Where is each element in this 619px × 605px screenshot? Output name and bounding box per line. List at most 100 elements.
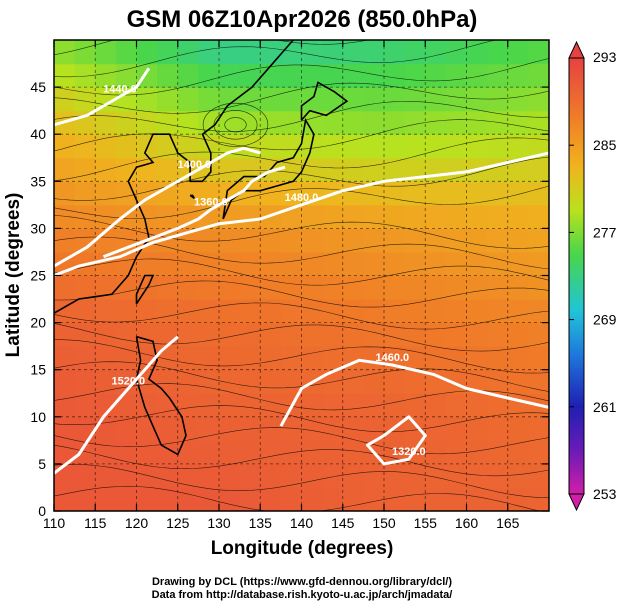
- heat-cell: [95, 110, 117, 135]
- heat-cell: [115, 63, 138, 88]
- heat-cell: [507, 157, 529, 182]
- colorbar: 253 261 269 277 285 293: [568, 40, 617, 512]
- heat-cell: [404, 369, 426, 394]
- heat-cell: [177, 299, 199, 324]
- heat-cell: [528, 463, 549, 489]
- heat-cell: [322, 463, 344, 489]
- heat-cell: [177, 487, 199, 511]
- credit-data: Data from http://database.rish.kyoto-u.a…: [152, 589, 453, 601]
- y-tick-label: 5: [38, 456, 46, 472]
- heat-cell: [95, 416, 117, 441]
- heat-cell: [260, 63, 282, 88]
- heat-cell: [404, 299, 426, 324]
- y-tick-label: 20: [30, 315, 46, 331]
- heat-cell: [219, 393, 241, 418]
- heat-cell: [528, 487, 549, 511]
- heat-cell: [487, 322, 509, 347]
- heat-cell: [507, 87, 529, 112]
- heat-cell: [425, 463, 447, 489]
- heat-cell: [115, 157, 138, 182]
- heat-cell: [384, 181, 406, 206]
- heat-cell: [74, 346, 96, 371]
- y-tick-label: 25: [30, 268, 46, 284]
- heat-cell: [507, 275, 529, 300]
- heat-cell: [239, 204, 261, 229]
- heat-cell: [507, 322, 529, 347]
- heat-cell: [322, 157, 344, 182]
- heat-cell: [487, 181, 509, 206]
- heat-cell: [528, 251, 549, 277]
- x-tick-label: 140: [290, 515, 314, 531]
- heat-cell: [280, 322, 303, 347]
- heat-cell: [54, 346, 76, 371]
- heat-cell: [95, 134, 117, 159]
- heat-cell: [301, 416, 323, 441]
- heat-cell: [445, 204, 468, 229]
- heat-cell: [177, 87, 199, 112]
- heat-cell: [54, 134, 76, 159]
- heat-cell: [301, 87, 323, 112]
- heat-cell: [528, 346, 549, 371]
- heat-cell: [260, 369, 282, 394]
- heat-cell: [425, 440, 447, 465]
- heat-cell: [384, 157, 406, 182]
- x-axis-title: Longitude (degrees): [211, 538, 394, 559]
- heat-cell: [342, 416, 364, 441]
- x-tick-label: 145: [331, 515, 355, 531]
- heat-cell: [260, 416, 282, 441]
- heat-cell: [445, 40, 468, 65]
- colorbar-tick-label: 293: [593, 49, 617, 65]
- streamline: [54, 427, 549, 455]
- heat-cell: [157, 416, 179, 441]
- heat-cell: [363, 299, 385, 324]
- heat-cell: [301, 487, 323, 511]
- x-tick-label: 110: [43, 515, 66, 531]
- heat-cell: [95, 40, 117, 65]
- heat-cell: [363, 134, 385, 159]
- heat-cell: [115, 110, 138, 135]
- heat-cell: [322, 322, 344, 347]
- heat-cell: [384, 251, 406, 277]
- heat-cell: [177, 322, 199, 347]
- streamline-swirl: [202, 102, 269, 147]
- heat-cell: [487, 228, 509, 253]
- heat-cell: [95, 322, 117, 347]
- x-tick-label: 130: [207, 515, 231, 531]
- heat-cell: [342, 463, 364, 489]
- x-tick-label: 125: [166, 515, 190, 531]
- heat-cell: [466, 322, 488, 347]
- y-tick-label: 35: [30, 173, 46, 189]
- heat-cell: [322, 275, 344, 300]
- heat-cell: [280, 63, 303, 88]
- heat-cell: [384, 487, 406, 511]
- heat-cell: [280, 251, 303, 277]
- x-tick-label: 165: [496, 515, 520, 531]
- heat-cell: [425, 40, 447, 65]
- heat-cell: [239, 40, 261, 65]
- heat-cell: [384, 299, 406, 324]
- heat-cell: [260, 440, 282, 465]
- heat-cell: [54, 181, 76, 206]
- contour-label: 1440.0: [103, 84, 137, 96]
- heat-cell: [198, 157, 220, 182]
- heat-cell: [177, 440, 199, 465]
- heat-cell: [507, 463, 529, 489]
- heat-cell: [363, 393, 385, 418]
- heat-cell: [466, 134, 488, 159]
- contour-line: [102, 165, 286, 259]
- heat-cell: [239, 487, 261, 511]
- heat-cell: [54, 275, 76, 300]
- heat-cell: [280, 110, 303, 135]
- heat-cell: [507, 63, 529, 88]
- heat-cell: [466, 440, 488, 465]
- heat-cell: [54, 463, 76, 489]
- heat-cell: [528, 275, 549, 300]
- heat-cell: [528, 416, 549, 441]
- heat-cell: [239, 322, 261, 347]
- heat-cell: [74, 204, 96, 229]
- heat-cell: [115, 416, 138, 441]
- heat-cell: [260, 393, 282, 418]
- heat-cell: [198, 299, 220, 324]
- heat-cell: [404, 87, 426, 112]
